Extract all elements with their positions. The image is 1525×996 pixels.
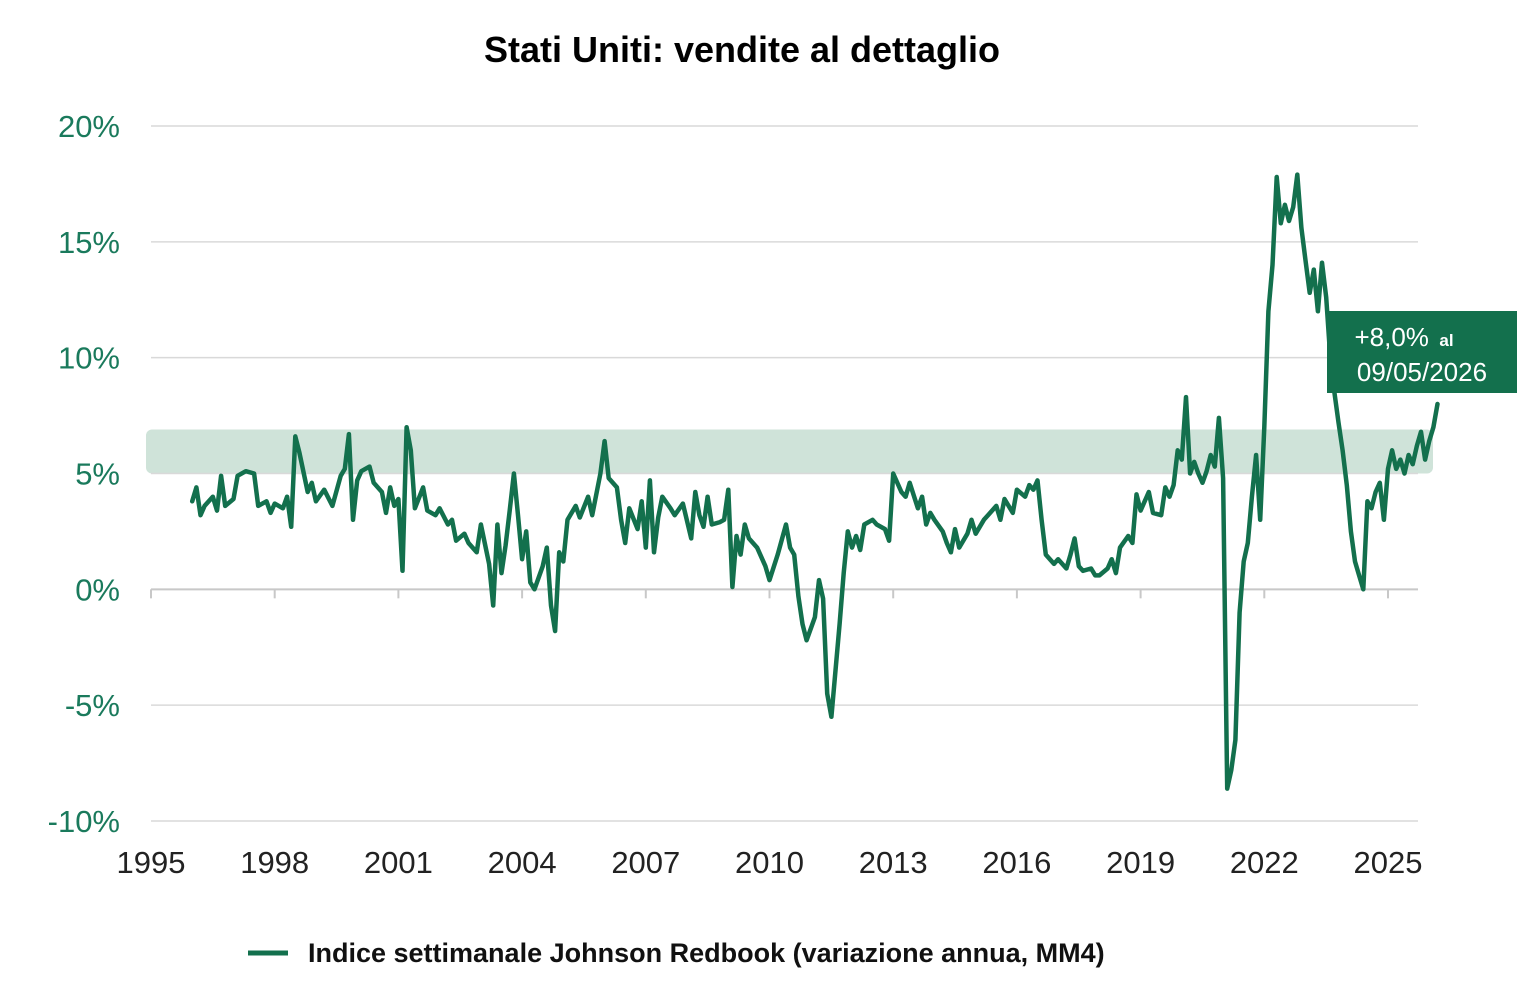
y-tick-label: -5% (65, 688, 120, 723)
y-tick-label: 20% (58, 109, 120, 144)
x-tick-label: 2007 (611, 845, 680, 880)
x-tick-label: 2001 (364, 845, 433, 880)
y-tick-label: 5% (75, 457, 120, 492)
annotation-date: 09/05/2026 (1357, 357, 1487, 387)
y-tick-label: 0% (75, 572, 120, 607)
reference-band (146, 429, 1433, 474)
annotation-box (1327, 311, 1517, 393)
annotation-suffix: al (1439, 331, 1453, 350)
x-tick-label: 2019 (1106, 845, 1175, 880)
y-tick-label: 15% (58, 225, 120, 260)
y-tick-label: -10% (48, 804, 120, 839)
y-tick-label: 10% (58, 341, 120, 376)
chart-title: Stati Uniti: vendite al dettaglio (484, 29, 1000, 70)
svg-text:+8,0% al: +8,0% al (1354, 322, 1453, 352)
latest-value-annotation: +8,0% al 09/05/2026 (1327, 311, 1517, 393)
annotation-value: +8,0% (1354, 322, 1428, 352)
x-tick-label: 1998 (240, 845, 309, 880)
x-tick-label: 2022 (1230, 845, 1299, 880)
x-tick-label: 1995 (117, 845, 186, 880)
x-tick-label: 2016 (982, 845, 1051, 880)
legend-label: Indice settimanale Johnson Redbook (vari… (308, 938, 1105, 968)
x-axis-ticks: 1995 1998 2001 2004 2007 2010 2013 2016 2019 2022… (117, 589, 1423, 880)
x-tick-label: 2025 (1354, 845, 1423, 880)
x-tick-label: 2013 (859, 845, 928, 880)
x-tick-label: 2010 (735, 845, 804, 880)
x-tick-label: 2004 (488, 845, 557, 880)
series-line (189, 172, 1440, 791)
y-axis-ticks: 20% 15% 10% 5% 0% -5% -10% (48, 109, 120, 839)
legend: Indice settimanale Johnson Redbook (vari… (248, 938, 1105, 968)
